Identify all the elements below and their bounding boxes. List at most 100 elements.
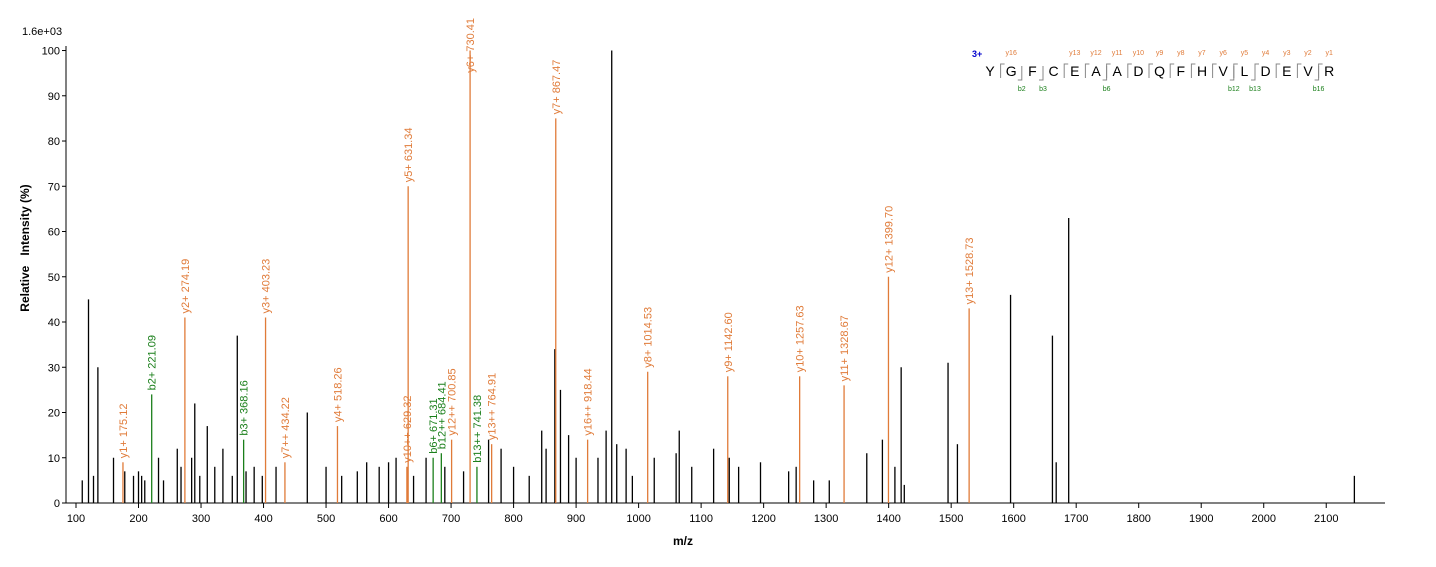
y-tick-label: 90 [48,91,60,103]
peak-label: y3+ 403.23 [261,259,273,314]
peak-label: b6+ 671.31 [428,398,440,453]
peak-label: b12++ 684.41 [436,381,448,449]
y-ion-mark [1127,63,1132,78]
residue: V [1303,63,1313,79]
b-ion-mark [1251,66,1256,81]
y-tick-label: 40 [48,317,60,329]
x-tick-label: 1200 [751,513,775,525]
x-tick-label: 1500 [939,513,963,525]
peak-label: y12+ 1399.70 [883,206,895,273]
b-ion-mark [1314,66,1320,81]
y-tick-label: 70 [48,181,60,193]
y-axis-label: Relative Intensity (%) [18,184,32,311]
b-ion-mark [1229,66,1235,81]
residue: H [1197,63,1207,79]
y-ion-mark [1148,63,1153,78]
peak-label: b13++ 741.38 [472,395,484,463]
y-ion-label: y13 [1069,50,1080,57]
b-ion-label: b12 [1228,86,1240,93]
y-tick-label: 80 [48,136,60,148]
residue: Y [985,63,995,79]
y-tick-label: 20 [48,408,60,420]
residue: F [1177,63,1186,79]
residue: A [1113,63,1123,79]
x-tick-label: 1100 [689,513,713,525]
residue: Q [1154,63,1165,79]
y-ion-label: y7 [1198,50,1206,57]
b-ion-mark [1017,66,1023,81]
x-tick-label: 1700 [1064,513,1088,525]
charge-label: 3+ [972,49,982,59]
residue: D [1261,63,1271,79]
y-ion-label: y1 [1325,50,1333,57]
residue: A [1091,63,1101,79]
peak-label: y16++ 918.44 [583,368,595,435]
x-tick-label: 800 [504,513,522,525]
peak-label: b3+ 368.16 [239,380,251,435]
b-ion-mark [1102,66,1108,81]
scale-label: 1.6e+03 [22,26,62,38]
y-ion-mark [1275,63,1281,78]
peak-label: y10+ 1257.63 [795,305,807,372]
y-ion-mark [1212,63,1217,78]
b-ion-label: b6 [1103,86,1111,93]
peak-label: y12++ 700.85 [447,368,459,435]
y-ion-mark [1169,63,1175,78]
residue: L [1241,63,1249,79]
x-tick-label: 2000 [1251,513,1275,525]
residue: E [1282,63,1291,79]
y-ion-mark [1296,63,1302,78]
x-tick-label: 700 [442,513,460,525]
peak-label: y8+ 1014.53 [643,307,655,368]
y-tick-label: 10 [48,453,60,465]
peak-label: y7++ 434.22 [280,397,292,458]
peak-label: y6+ 730.41 [465,18,477,73]
x-tick-label: 300 [192,513,210,525]
x-tick-label: 1900 [1189,513,1213,525]
y-ion-label: y9 [1156,50,1164,57]
x-axis-label: m/z [673,534,693,548]
y-ion-mark [1000,63,1005,78]
y-ion-label: y10 [1133,50,1144,57]
y-ion-label: y11 [1112,50,1123,57]
y-ion-label: y6 [1219,50,1227,57]
peak-label: y4+ 518.26 [332,367,344,422]
y-ion-mark [1084,63,1090,78]
x-tick-label: 500 [317,513,335,525]
residue: C [1049,63,1059,79]
y-ion-mark [1063,63,1069,78]
b-ion-label: b13 [1249,86,1261,93]
residue: R [1324,63,1334,79]
x-tick-label: 400 [254,513,272,525]
y-ion-label: y3 [1283,50,1291,57]
y-tick-label: 30 [48,362,60,374]
b-ion-mark [1039,66,1044,81]
x-tick-label: 1000 [626,513,650,525]
b-ion-label: b16 [1313,86,1325,93]
residue: G [1006,63,1017,79]
y-ion-label: y2 [1304,50,1312,57]
peak-label: y9+ 1142.60 [723,312,735,372]
peak-label: y13+ 1528.73 [964,237,976,304]
y-ion-label: y12 [1090,50,1101,57]
x-tick-label: 100 [67,513,85,525]
y-ion-label: y5 [1241,50,1249,57]
residue: V [1219,63,1229,79]
y-ion-label: y16 [1006,50,1017,57]
residue: F [1028,63,1037,79]
y-ion-mark [1190,63,1196,78]
y-ion-label: y4 [1262,50,1270,57]
x-tick-label: 1800 [1126,513,1150,525]
x-tick-label: 900 [567,513,585,525]
residue: E [1070,63,1079,79]
x-tick-label: 1400 [876,513,900,525]
peak-label: b2+ 221.09 [147,335,159,390]
peak-label: y7+ 867.47 [551,60,563,115]
peak-label: y2+ 274.19 [180,259,192,314]
x-tick-label: 200 [129,513,147,525]
y-ion-label: y8 [1177,50,1185,57]
y-tick-label: 100 [42,46,60,58]
x-tick-label: 1300 [814,513,838,525]
